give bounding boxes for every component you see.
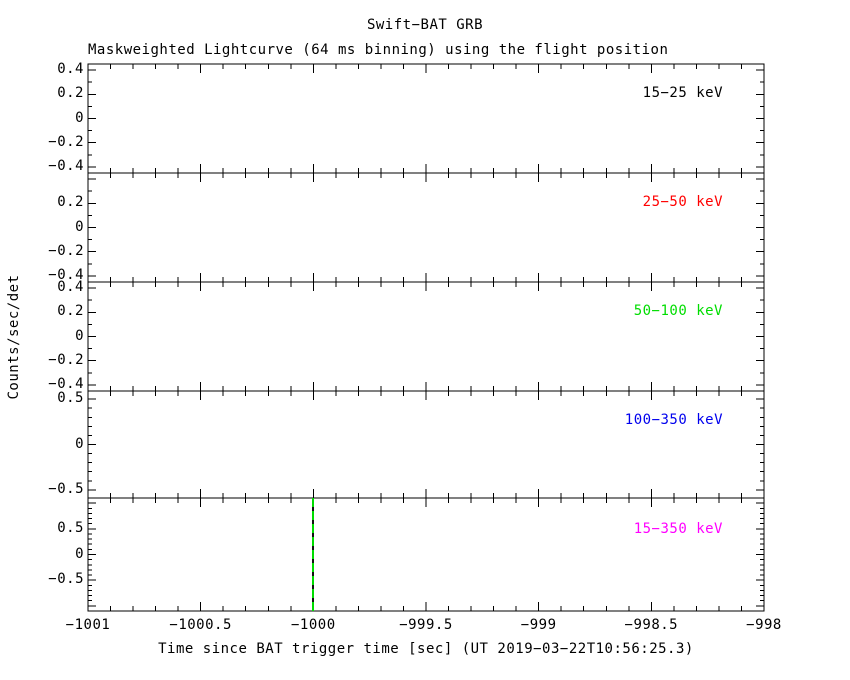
panel-0 [87,63,765,174]
y-tick-label: 0.2 [57,85,84,102]
y-tick-label: −0.2 [48,242,84,259]
panel-3 [87,390,765,499]
y-tick-label: −0.2 [48,133,84,150]
x-tick-label: −999 [520,617,557,633]
y-tick-label: −0.4 [48,375,84,392]
x-tick-label: −1000 [291,617,336,633]
y-tick-label: 0.4 [57,279,84,296]
band-label-100-350-kev: 100−350 keV [624,412,723,428]
y-tick-label: 0 [75,218,84,235]
y-tick-label: 0 [75,435,84,452]
y-tick-label: 0.5 [57,390,84,407]
y-tick-label: −0.2 [48,351,84,368]
x-tick-label: −1000.5 [169,617,232,633]
y-tick-label: −0.5 [48,571,84,588]
band-label-15-350-kev: 15−350 keV [633,521,723,537]
y-tick-label: 0.2 [57,194,84,211]
y-tick-label: −0.4 [48,157,84,174]
y-tick-label: 0 [75,327,84,344]
panel-1 [87,172,765,283]
band-label-50-100-kev: 50−100 keV [633,303,723,319]
plot-subtitle: Maskweighted Lightcurve (64 ms binning) … [88,42,669,58]
x-tick-label: −999.5 [399,617,453,633]
x-tick-label: −1001 [65,617,111,633]
y-tick-label: −0.4 [48,266,84,283]
page-title: Swift−BAT GRB [366,17,484,33]
y-axis-title: Counts/sec/det [6,274,22,400]
panel-2 [87,281,765,392]
panel-4 [87,497,765,612]
band-label-25-50-kev: 25−50 keV [642,194,723,210]
x-tick-label: −998 [746,617,782,633]
y-tick-label: 0 [75,545,84,562]
y-tick-label: 0 [75,109,84,126]
y-tick-label: 0.5 [57,519,84,536]
y-tick-label: −0.5 [48,480,84,497]
y-tick-label: 0.2 [57,303,84,320]
y-tick-label: 0.4 [57,61,84,78]
x-tick-label: −998.5 [624,617,679,633]
band-label-15-25-kev: 15−25 keV [642,85,723,101]
x-axis-title: Time since BAT trigger time [sec] (UT 20… [158,641,694,657]
